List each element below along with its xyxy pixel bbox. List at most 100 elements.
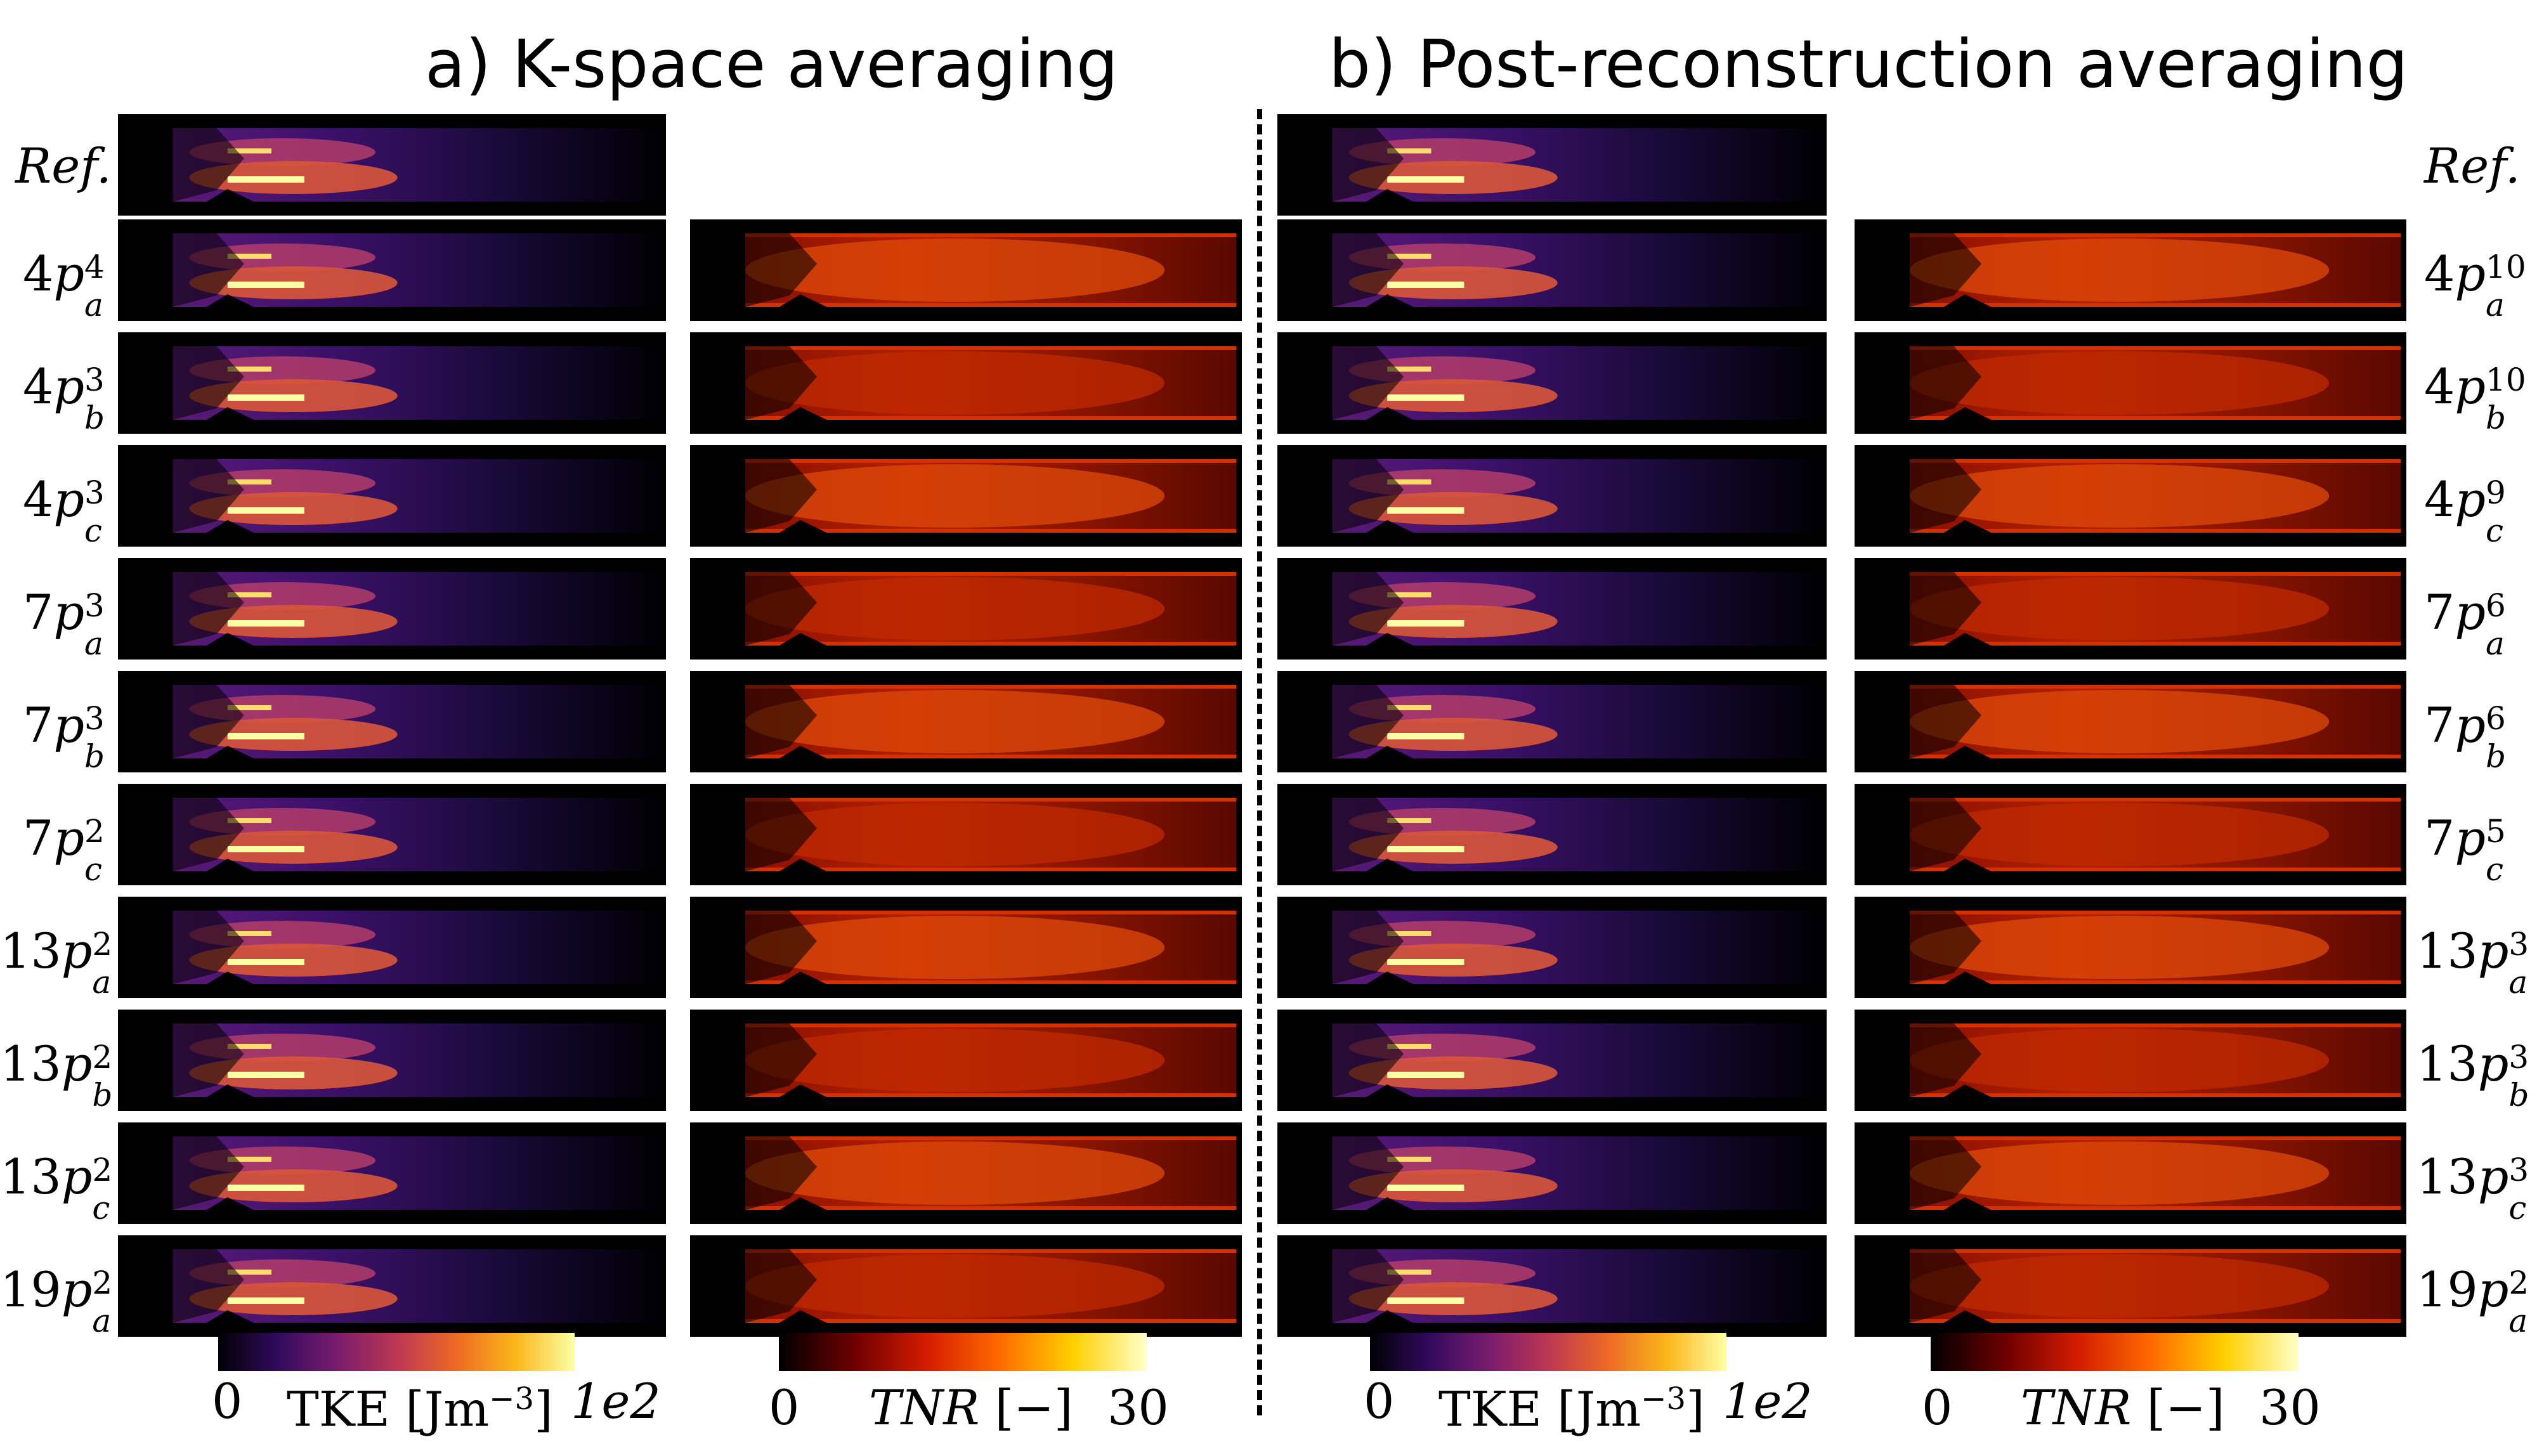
tile-tnr-a-row-7 [690,897,1242,998]
bottom-obstacle [1343,294,1442,321]
jet-core-upper [227,931,271,936]
tile-tke-b-row-7 [1277,897,1827,998]
tile-tnr-a-row-6 [690,784,1242,885]
tile-tke-b-row-4 [1277,558,1827,660]
nozzle-shape [1332,1024,1404,1097]
tke-heatmap [1277,219,1827,321]
tile-tke-b-row-6 [1277,784,1827,885]
row-label-left-5: 7p 3 b [23,701,122,773]
bottom-obstacle [756,972,856,998]
row-label-right-1: 4p 10 a [2424,250,2526,322]
label-superscript: 6 [2486,700,2506,737]
tnr-hot-region [745,1254,1165,1318]
tnr-hot-region [1910,238,2330,302]
tnr-heatmap [1855,1010,2406,1111]
bottom-obstacle [183,1310,283,1337]
wall-edge-top [745,1249,1237,1253]
jet-core-upper [1387,1044,1432,1049]
row-label-left-10: 19p 2 a [0,1266,130,1337]
tile-tke-a-row-4 [118,558,666,660]
bottom-obstacle [183,520,283,547]
jet-core-lower [227,1297,304,1304]
label-superscript: 3 [84,361,105,398]
jet-core-upper [227,1157,271,1162]
wall-edge-top [745,1136,1237,1140]
bottom-obstacle [1343,407,1442,434]
tile-tke-a-row-9 [118,1122,666,1224]
tile-tke-b-row-1 [1277,219,1827,321]
wall-edge-top [745,572,1237,576]
wall-edge-bottom [1910,1319,2401,1323]
tnr-label-unit: [−] [995,1379,1073,1436]
colorbar-tke-right [1370,1333,1726,1371]
nozzle-shape [745,346,818,420]
wall-edge-top [1910,572,2401,576]
tnr-heatmap [1855,332,2406,434]
row-label-right-4: 7p 6 a [2424,588,2524,660]
label-p: p [2477,1261,2509,1318]
row-label-left-9: 13p 2 c [0,1153,130,1225]
bottom-obstacle [183,746,283,772]
tnr-hot-region [1910,577,2330,640]
wall-edge-bottom [745,1319,1237,1323]
label-subscript: c [2486,851,2504,888]
row-label-right-9: 13p 3 c [2416,1153,2537,1225]
nozzle-shape [173,346,244,420]
label-base: 13 [2416,1148,2478,1205]
jet-core-lower [227,1072,304,1078]
wall-edge-top [745,798,1237,802]
tke-heatmap [118,114,666,216]
tile-tnr-b-row-10 [1855,1235,2406,1337]
row-label-left-2: 4p 3 b [23,361,122,434]
tnr-heatmap [1855,1235,2406,1337]
tke-heatmap [118,1235,666,1337]
bottom-obstacle [1343,972,1442,998]
label-subscript: a [2508,964,2528,1001]
colorbar-tnr-left-max: 30 [1107,1379,1169,1436]
row-label-right-10: 19p 2 a [2416,1264,2537,1337]
nozzle-shape [173,459,244,533]
nozzle-shape [745,572,818,646]
bottom-obstacle [183,859,283,885]
tnr-heatmap [1855,897,2406,998]
bottom-obstacle [756,407,856,434]
wall-edge-bottom [745,868,1237,871]
wall-edge-bottom [745,529,1237,533]
label-scripts: 10 a [2486,251,2526,321]
jet-core-lower [227,507,304,514]
tke-heatmap [1277,114,1827,216]
tke-label-exp: −3 [489,1381,535,1417]
wall-edge-top [1910,233,2401,237]
label-p: p [2455,810,2486,866]
label-superscript: 2 [2508,1264,2529,1301]
wall-edge-top [1910,1249,2401,1253]
tile-tnr-b-row-2 [1855,332,2406,434]
label-superscript: 5 [2486,813,2506,850]
bottom-obstacle [756,1084,856,1111]
tnr-hot-region [745,577,1165,640]
wall-edge-bottom [1910,755,2401,758]
label-subscript: b [84,400,105,436]
wall-edge-top [745,459,1237,463]
tile-tnr-a-row-8 [690,1010,1242,1111]
bottom-obstacle [183,407,283,434]
jet-core-lower [1387,1072,1464,1078]
row-label-right-6: 7p 5 c [2424,813,2524,886]
tile-tnr-a-row-10 [690,1235,1242,1337]
jet-core-lower [227,733,304,739]
wall-edge-bottom [1910,1093,2401,1097]
jet-core-lower [227,1185,304,1191]
bottom-obstacle [183,1084,283,1111]
tnr-hot-region [1910,1141,2330,1205]
tke-label-close: ] [1686,1381,1705,1438]
tke-heatmap [1277,1122,1827,1224]
tnr-heatmap [690,1010,1242,1111]
wall-edge-top [1910,685,2401,689]
jet-core-upper [227,705,271,710]
bottom-obstacle [1343,1197,1442,1224]
tile-tke-a-row-3 [118,445,666,547]
tile-tnr-a-row-9 [690,1122,1242,1224]
tke-heatmap [118,332,666,434]
